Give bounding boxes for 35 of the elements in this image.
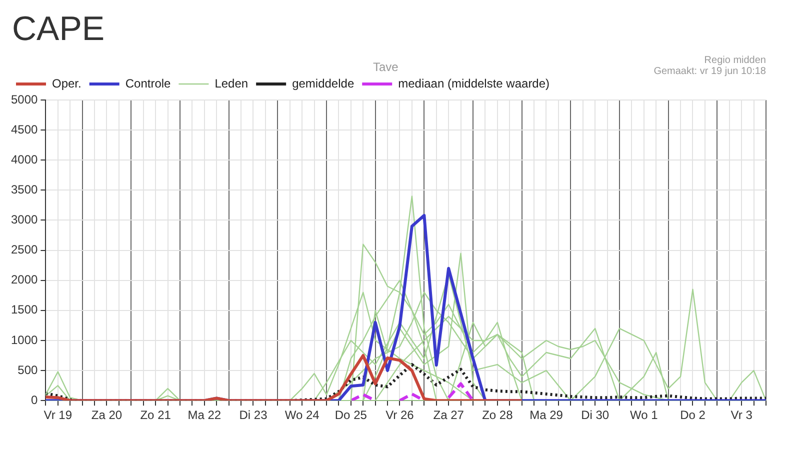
y-tick-label: 4500 [10,122,38,136]
text: Tave [373,60,398,74]
x-tick-label: Ma 22 [188,408,222,422]
x-tick-label: Zo 21 [140,408,172,422]
y-tick-label: 1000 [10,332,38,347]
y-tick-label: 3500 [10,182,38,196]
y-tick-label: 3000 [10,212,38,227]
x-tick-label: Do 25 [334,408,368,422]
y-tick-label: 2500 [10,242,38,257]
legend-label: Controle [125,76,172,90]
text: Gemaakt: vr 19 jun 10:18 [654,66,766,77]
x-tick-label: Di 23 [239,408,268,422]
x-tick-label: Ma 29 [530,408,564,422]
x-tick-label: Za 20 [91,408,122,422]
y-tick-label: 0 [31,392,38,407]
legend-label: Leden [214,76,248,90]
legend-label: gemiddelde [292,76,354,90]
x-tick-label: Wo 1 [630,408,658,422]
y-tick-label: 500 [18,362,38,377]
y-tick-label: 5000 [10,92,38,106]
x-tick-label: Vr 3 [730,408,753,422]
x-tick-label: Vr 26 [386,408,414,422]
x-tick-label: Do 2 [680,408,706,422]
legend-label: mediaan (middelste waarde) [398,76,550,90]
x-tick-label: Vr 19 [44,408,72,422]
chart-title: CAPE [12,10,105,49]
text: Regio midden [704,55,766,66]
y-tick-label: 2000 [10,272,38,287]
legend-label: Oper. [52,76,82,90]
x-tick-label: Wo 24 [284,408,320,422]
y-tick-label: 4000 [10,152,38,166]
x-tick-label: Za 27 [433,408,464,422]
x-tick-label: Di 30 [581,408,610,422]
x-tick-label: Zo 28 [482,408,514,422]
y-tick-label: 1500 [10,302,38,317]
